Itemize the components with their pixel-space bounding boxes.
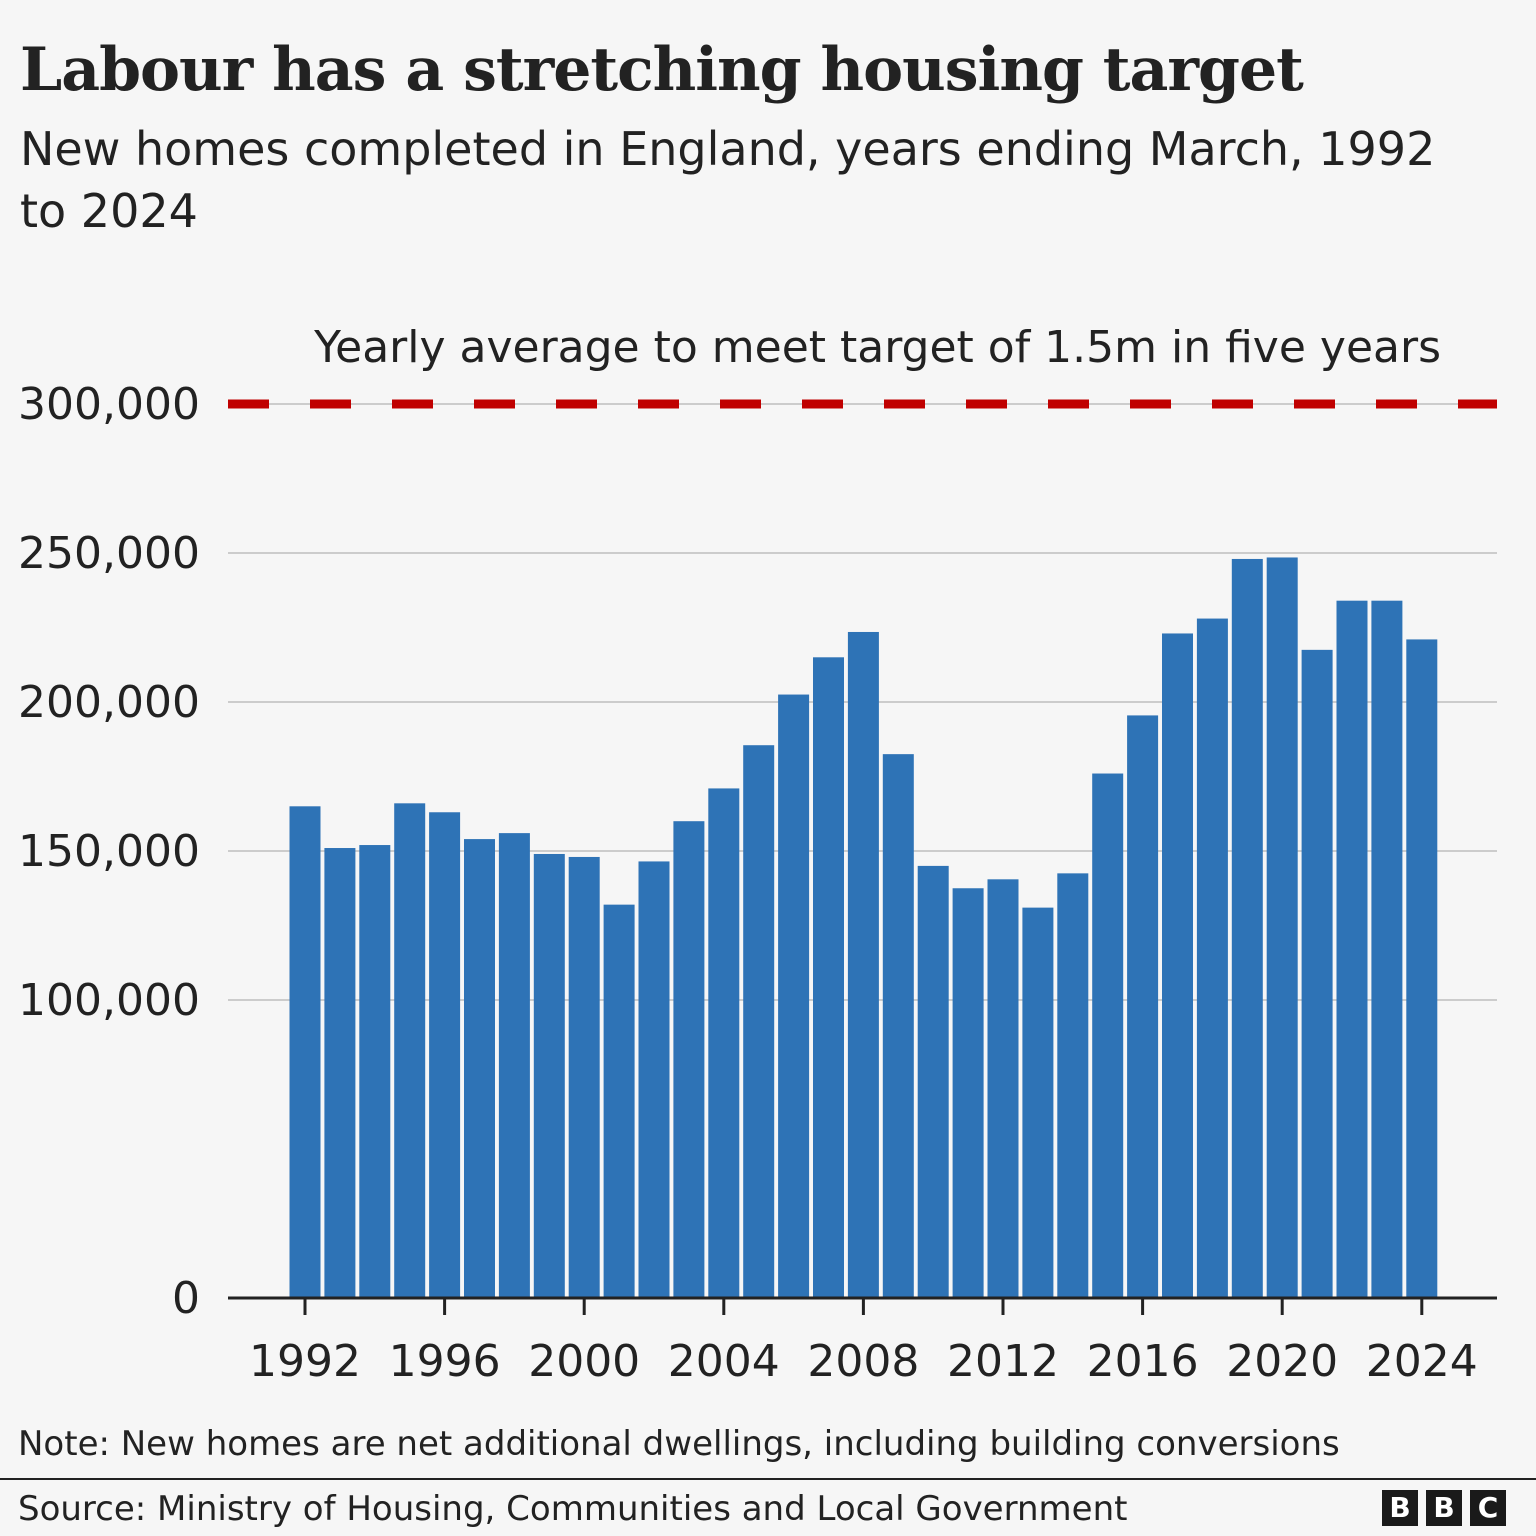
bar bbox=[813, 657, 844, 1298]
y-tick-label: 100,000 bbox=[18, 975, 200, 1026]
bar bbox=[1371, 600, 1403, 1298]
bar bbox=[1092, 773, 1124, 1298]
bar bbox=[1022, 907, 1054, 1298]
bar bbox=[1301, 649, 1333, 1298]
bar bbox=[743, 745, 775, 1298]
x-tick-label: 1992 bbox=[249, 1336, 361, 1387]
bar-chart: Yearly average to meet target of 1.5m in… bbox=[18, 322, 1497, 1387]
bar bbox=[1162, 633, 1193, 1298]
bar bbox=[917, 865, 949, 1298]
bars bbox=[289, 557, 1438, 1298]
bar bbox=[1336, 600, 1368, 1298]
bar bbox=[533, 853, 565, 1298]
bar bbox=[1057, 873, 1089, 1298]
y-tick-label: 200,000 bbox=[18, 677, 200, 728]
y-tick-label: 250,000 bbox=[18, 528, 200, 579]
bar bbox=[882, 754, 914, 1298]
bar bbox=[1127, 715, 1159, 1298]
x-tick-label: 2020 bbox=[1226, 1336, 1338, 1387]
bar bbox=[1196, 618, 1228, 1298]
logo-letter-1: B bbox=[1382, 1490, 1418, 1526]
bar bbox=[394, 803, 426, 1298]
reference-line-group: Yearly average to meet target of 1.5m in… bbox=[228, 322, 1497, 409]
bar bbox=[987, 879, 1019, 1298]
bar bbox=[568, 856, 600, 1298]
x-tick-label: 2000 bbox=[528, 1336, 640, 1387]
bar bbox=[429, 812, 461, 1298]
y-axis: 0 100,000 150,000 200,000 250,000 300,000 bbox=[18, 379, 200, 1324]
x-tick-label: 2012 bbox=[947, 1336, 1059, 1387]
x-tick-label: 2008 bbox=[807, 1336, 919, 1387]
y-tick-label: 0 bbox=[172, 1273, 200, 1324]
bar bbox=[1406, 639, 1438, 1298]
reference-line-label: Yearly average to meet target of 1.5m in… bbox=[313, 322, 1441, 373]
chart-subtitle: New homes completed in England, years en… bbox=[20, 122, 1436, 238]
bar bbox=[324, 848, 356, 1298]
bar bbox=[778, 694, 810, 1298]
y-tick-label: 300,000 bbox=[18, 379, 200, 430]
footer-divider bbox=[0, 1478, 1536, 1480]
x-axis: 1992 1996 2000 2004 2008 2012 2016 2020 2024 bbox=[228, 1296, 1497, 1387]
bar bbox=[952, 888, 984, 1298]
bar bbox=[708, 788, 740, 1298]
bar bbox=[359, 845, 391, 1298]
bar bbox=[289, 806, 321, 1298]
x-tick-label: 2016 bbox=[1087, 1336, 1199, 1387]
bar bbox=[498, 833, 530, 1298]
bar bbox=[464, 839, 495, 1298]
bar bbox=[1266, 557, 1298, 1298]
y-tick-label: 150,000 bbox=[18, 826, 200, 877]
x-tick-label: 2004 bbox=[668, 1336, 780, 1387]
logo-letter-2: B bbox=[1426, 1490, 1462, 1526]
bbc-logo: B B C bbox=[1382, 1490, 1506, 1526]
chart-source: Source: Ministry of Housing, Communities… bbox=[18, 1489, 1128, 1529]
bar bbox=[673, 821, 705, 1298]
bar bbox=[603, 904, 635, 1298]
chart-note: Note: New homes are net additional dwell… bbox=[18, 1424, 1340, 1464]
logo-letter-3: C bbox=[1470, 1490, 1506, 1526]
bar bbox=[638, 861, 670, 1298]
x-tick-label: 2024 bbox=[1366, 1336, 1478, 1387]
bar bbox=[847, 631, 879, 1298]
x-tick-label: 1996 bbox=[389, 1336, 501, 1387]
bar bbox=[1231, 558, 1263, 1298]
chart-title: Labour has a stretching housing target bbox=[20, 35, 1304, 105]
